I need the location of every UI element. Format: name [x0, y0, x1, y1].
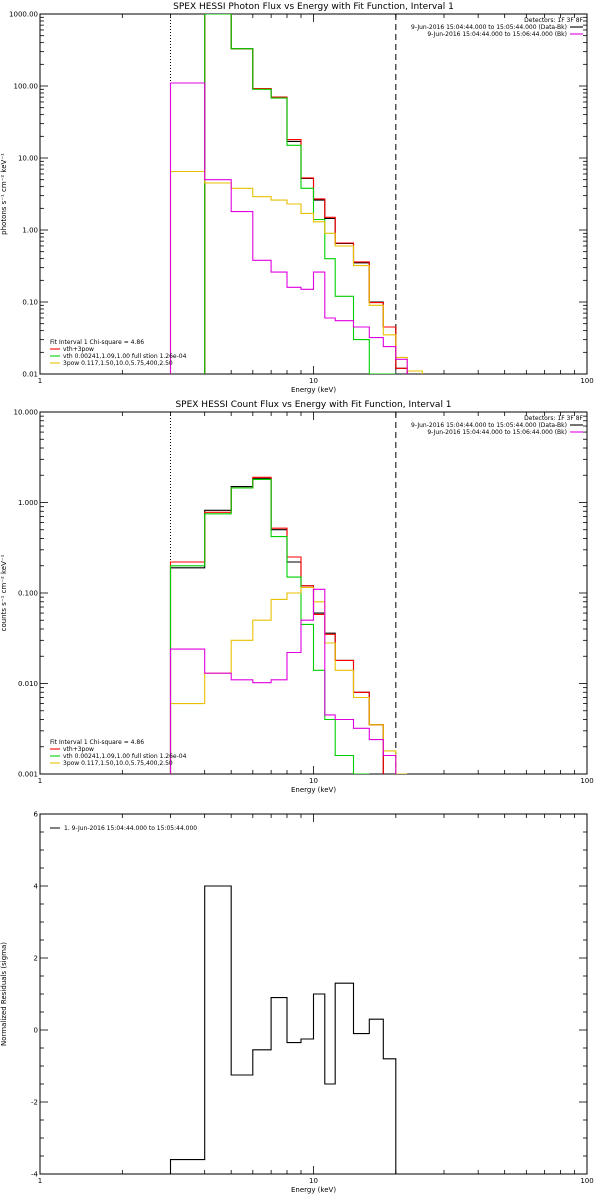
- series-group: [169, 476, 408, 774]
- series-group: [169, 14, 423, 374]
- y-tick-label: 0: [34, 1027, 38, 1035]
- y-tick-label: 1.000: [18, 499, 38, 507]
- x-tick-label: 1: [38, 1177, 42, 1185]
- x-axis-label: Energy (keV): [291, 1186, 336, 1194]
- series-line-2: [169, 476, 384, 774]
- y-axis-label: photons s⁻¹ cm⁻² keV⁻¹: [0, 153, 8, 235]
- y-tick-label: 1000.00: [9, 11, 38, 19]
- series-line-1: [169, 885, 397, 1174]
- panel-3: 1 10 100 Energy (keV) -4 -2 0 2 4 6 Normalized Res…: [0, 811, 594, 1195]
- y-tick-label: 100.00: [14, 83, 39, 91]
- y-tick-label: 2: [34, 955, 38, 963]
- series-line-3: [204, 14, 396, 374]
- x-axis-label: Energy (keV): [291, 386, 336, 394]
- y-tick-label: -2: [31, 1099, 38, 1107]
- y-axis-label: counts s⁻¹ cm⁻² keV⁻¹: [0, 554, 8, 631]
- chart-title: SPEX HESSI Count Flux vs Energy with Fit…: [175, 400, 451, 410]
- legend-bottom-entry: vth 0.00241,1.09,1.00 full stion 1.26e-0…: [63, 753, 187, 760]
- y-tick-label: 0.001: [18, 771, 38, 779]
- series-line-4: [169, 170, 423, 374]
- legend-top-entry: 9-Jun-2016 15:04:44.000 to 15:05:44.000 …: [411, 24, 567, 31]
- series-line-2: [204, 14, 408, 374]
- y-tick-label: 1.00: [22, 227, 38, 235]
- y-tick-label: 0.100: [18, 590, 38, 598]
- panel-1: SPEX HESSI Photon Flux vs Energy with Fi…: [0, 2, 594, 394]
- series-line-5: [169, 82, 408, 374]
- y-tick-label: 0.10: [22, 299, 38, 307]
- series-group: [169, 885, 397, 1174]
- y-tick-label: 6: [34, 811, 39, 819]
- legend-bottom-entry: 3pow 0.117,1.50,10.0,5.75,400,2.50: [63, 360, 173, 367]
- legend-bottom-title: Fit Interval 1 Chi-square = 4.86: [50, 339, 144, 346]
- series-line-4: [169, 586, 408, 774]
- panel-2: SPEX HESSI Count Flux vs Energy with Fit…: [0, 400, 594, 794]
- series-line-1: [204, 14, 408, 374]
- x-tick-label: 1: [38, 377, 42, 385]
- x-tick-label: 10: [309, 777, 318, 785]
- x-tick-label: 100: [580, 777, 593, 785]
- series-line-1: [169, 477, 384, 774]
- legend-bottom-entry: vth+3pow: [63, 746, 94, 753]
- x-tick-label: 100: [580, 1177, 593, 1185]
- x-axis-label: Energy (keV): [291, 786, 336, 794]
- legend-bottom-entry: vth 0.00241,1.09,1.00 full stion 1.26e-0…: [63, 353, 187, 360]
- x-tick-label: 10: [309, 1177, 318, 1185]
- legend-top-title: Detectors: 1F 3F 8F: [524, 17, 583, 24]
- legend-entry: 1. 9-Jun-2016 15:04:44.000 to 15:05:44.0…: [64, 825, 197, 832]
- legend-top-title: Detectors: 1F 3F 8F: [524, 415, 583, 422]
- legend-top-entry: 9-Jun-2016 15:04:44.000 to 15:05:44.000 …: [411, 422, 567, 429]
- y-tick-label: 0.01: [22, 371, 38, 379]
- y-tick-label: 4: [34, 883, 39, 891]
- legend-top-entry: 9-Jun-2016 15:04:44.000 to 15:06:44.000 …: [427, 31, 567, 38]
- y-tick-label: 0.010: [18, 680, 38, 688]
- y-tick-label: 10.000: [14, 409, 39, 417]
- legend-bottom-title: Fit Interval 1 Chi-square = 4.86: [50, 739, 144, 746]
- chart-title: SPEX HESSI Photon Flux vs Energy with Fi…: [173, 2, 454, 12]
- x-tick-label: 100: [580, 377, 593, 385]
- series-line-5: [169, 588, 397, 774]
- x-tick-label: 1: [38, 777, 42, 785]
- y-tick-label: 10.00: [18, 155, 38, 163]
- series-line-3: [169, 478, 370, 774]
- y-tick-label: -4: [31, 1171, 39, 1179]
- legend-top-entry: 9-Jun-2016 15:04:44.000 to 15:06:44.000 …: [427, 429, 567, 436]
- legend-bottom-entry: 3pow 0.117,1.50,10.0,5.75,400,2.50: [63, 760, 173, 767]
- y-axis-label: Normalized Residuals (sigma): [0, 942, 8, 1046]
- x-tick-label: 10: [309, 377, 318, 385]
- legend-bottom-entry: vth+3pow: [63, 346, 94, 353]
